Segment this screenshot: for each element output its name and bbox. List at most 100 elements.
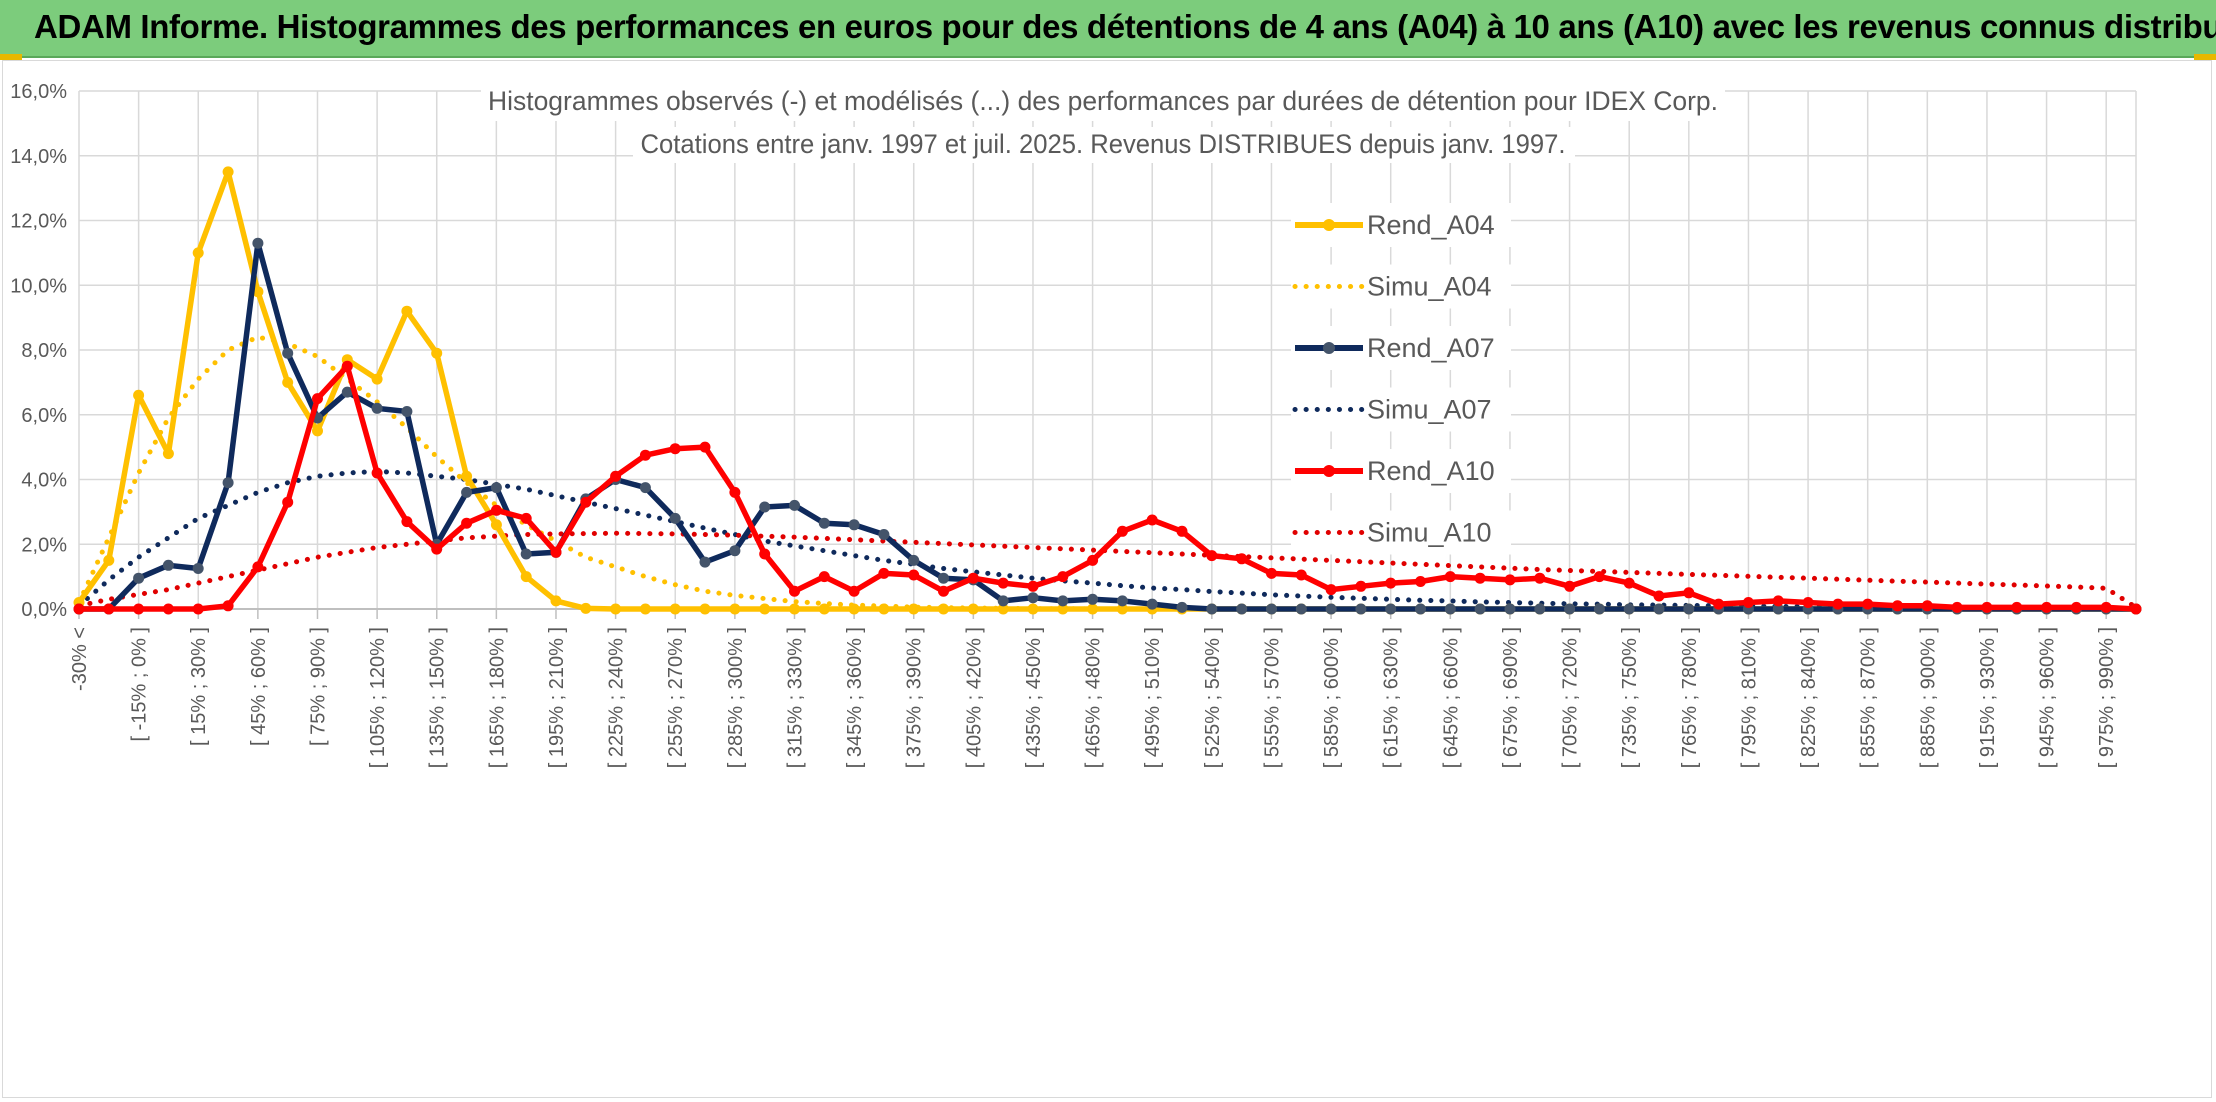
data-point — [252, 237, 264, 249]
x-tick-label: [ 705% ; 720% ] — [1560, 627, 1582, 768]
data-point — [1415, 576, 1426, 587]
data-point — [1474, 572, 1486, 584]
data-point — [371, 402, 383, 414]
x-tick-label: [ 255% ; 270% ] — [665, 627, 687, 768]
data-point — [1385, 577, 1397, 589]
x-tick-label: [ 45% ; 60% ] — [248, 627, 270, 746]
data-point — [1534, 603, 1546, 615]
data-point — [938, 585, 949, 597]
data-point — [162, 603, 174, 615]
data-point — [192, 247, 204, 259]
data-point — [133, 572, 145, 584]
legend-label: Rend_A07 — [1367, 333, 1495, 363]
x-tick-label: [ 465% ; 480% ] — [1083, 627, 1105, 768]
data-point — [162, 559, 174, 571]
data-point — [1683, 603, 1695, 615]
x-tick-label: [ 945% ; 960% ] — [2037, 627, 2059, 768]
data-point — [1057, 603, 1069, 615]
chart-subtitle: Cotations entre janv. 1997 et juil. 2025… — [641, 129, 1566, 159]
x-tick-label: [ -15% ; 0% ] — [129, 627, 151, 742]
x-tick-label: [ 765% ; 780% ] — [1679, 627, 1701, 768]
data-point — [729, 545, 741, 557]
data-point — [312, 393, 323, 405]
data-point — [1236, 603, 1248, 615]
data-point — [1087, 603, 1099, 615]
data-point — [1206, 603, 1218, 615]
x-tick-label: [ 345% ; 360% ] — [844, 627, 866, 768]
data-point — [1057, 571, 1069, 583]
y-tick-label: 8,0% — [21, 340, 67, 362]
data-point — [699, 556, 711, 568]
x-tick-label: [ 915% ; 930% ] — [1977, 627, 1999, 768]
data-point — [639, 449, 651, 461]
y-tick-label: 16,0% — [10, 81, 67, 103]
data-point — [2070, 601, 2082, 613]
data-point — [520, 512, 532, 524]
chart-area: 0,0% 2,0% 4,0% 6,0% 8,0% 10,0% 12,0% 14,0% 16,0%… — [2, 60, 2212, 1098]
series-simu-a10 — [76, 530, 2139, 610]
x-axis: -30% < [ -15% ; 0% ] [ 15% ; 30% ] [ 45% ; … — [69, 608, 2136, 768]
data-point — [490, 482, 502, 494]
data-point — [1713, 598, 1725, 610]
data-point — [759, 603, 771, 615]
data-point — [729, 603, 741, 615]
x-tick-label: [ 735% ; 750% ] — [1619, 627, 1641, 768]
data-point — [1564, 603, 1576, 615]
legend-item-rend-a10: Rend_A10 — [1291, 449, 1511, 493]
y-tick-label: 10,0% — [10, 275, 67, 297]
x-tick-label: [ 495% ; 510% ] — [1142, 627, 1164, 768]
x-tick-label: [ 225% ; 240% ] — [606, 627, 628, 768]
series-line — [79, 363, 2137, 612]
data-point — [1236, 553, 1248, 565]
x-tick-label: [ 15% ; 30% ] — [188, 627, 210, 746]
data-point — [1057, 595, 1069, 607]
data-point — [818, 517, 830, 529]
header-accent-right — [2194, 54, 2216, 60]
data-point — [848, 585, 860, 597]
data-point — [192, 603, 204, 615]
data-point — [1593, 571, 1605, 583]
legend-item-rend-a07: Rend_A07 — [1291, 326, 1511, 370]
data-point — [371, 373, 383, 385]
chart-title-block: Histogrammes observés (-) et modélisés (… — [481, 85, 1725, 163]
data-point — [550, 546, 562, 558]
data-point — [1116, 525, 1128, 537]
data-point — [1981, 601, 1993, 613]
data-point — [520, 548, 532, 560]
x-tick-label: [ 315% ; 330% ] — [784, 627, 806, 768]
data-point — [401, 516, 413, 528]
legend-item-rend-a04: Rend_A04 — [1291, 203, 1511, 247]
data-point — [133, 603, 145, 615]
data-point — [1534, 572, 1546, 584]
y-tick-label: 0,0% — [21, 599, 67, 621]
data-point — [1593, 603, 1605, 615]
chart-title: Histogrammes observés (-) et modélisés (… — [488, 86, 1718, 116]
data-point — [669, 443, 681, 455]
data-point — [818, 603, 830, 615]
data-point — [997, 603, 1009, 615]
header-accent-left — [0, 54, 22, 60]
data-point — [1951, 601, 1963, 613]
data-point — [103, 554, 115, 566]
data-point — [222, 166, 234, 178]
x-tick-label: [ 645% ; 660% ] — [1440, 627, 1462, 768]
data-point — [1623, 577, 1635, 589]
data-point — [1206, 550, 1218, 562]
legend-item-simu-a10: Simu_A10 — [1291, 510, 1511, 555]
data-point — [1146, 514, 1158, 526]
data-point — [1146, 598, 1158, 610]
data-point — [192, 563, 204, 574]
data-point — [908, 569, 920, 581]
data-point — [490, 504, 502, 516]
data-point — [1116, 595, 1128, 607]
data-point — [1355, 603, 1367, 615]
data-point — [1415, 603, 1426, 615]
x-tick-label: [ 105% ; 120% ] — [367, 627, 389, 768]
data-point — [699, 603, 711, 615]
data-point — [1653, 603, 1665, 615]
data-point — [1266, 567, 1277, 579]
x-tick-label: [ 615% ; 630% ] — [1381, 627, 1403, 768]
x-tick-label: -30% < — [69, 627, 91, 691]
data-point — [1295, 603, 1307, 615]
legend-label: Rend_A04 — [1367, 210, 1495, 240]
